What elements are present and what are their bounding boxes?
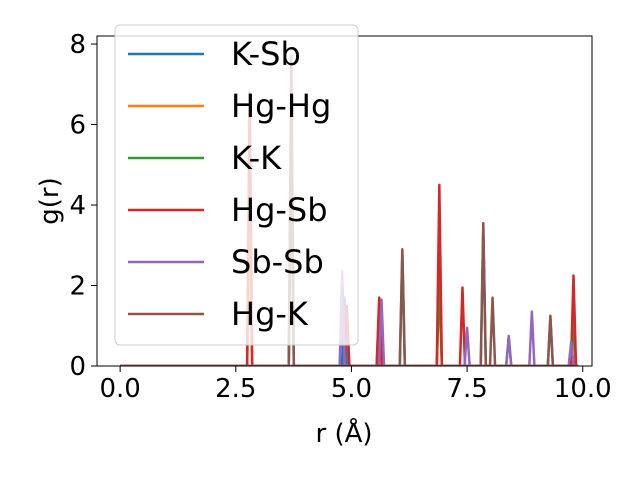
x-axis-label: r (Å) xyxy=(315,417,372,449)
x-tick-label: 5.0 xyxy=(331,374,372,404)
x-axis: 0.0 2.5 5.0 7.5 10.0 xyxy=(99,366,612,404)
legend-label: Sb-Sb xyxy=(231,243,324,281)
y-tick-label: 0 xyxy=(69,352,86,382)
y-axis-label: g(r) xyxy=(35,177,65,224)
legend-label: Hg-Sb xyxy=(231,191,328,229)
x-tick-label: 0.0 xyxy=(99,374,140,404)
legend: K-Sb Hg-Hg K-K Hg-Sb Sb-Sb Hg-K xyxy=(114,24,359,346)
y-tick-label: 4 xyxy=(69,191,86,221)
x-tick-label: 2.5 xyxy=(215,374,256,404)
legend-label: K-K xyxy=(231,139,282,177)
y-axis: 0 2 4 6 8 xyxy=(69,30,97,382)
x-tick-label: 10.0 xyxy=(554,374,612,404)
y-tick-label: 6 xyxy=(69,111,86,141)
legend-label: K-Sb xyxy=(231,35,301,73)
y-tick-label: 2 xyxy=(69,272,86,302)
x-tick-label: 7.5 xyxy=(446,374,487,404)
y-tick-label: 8 xyxy=(69,30,86,60)
legend-label: Hg-K xyxy=(231,295,309,333)
legend-label: Hg-Hg xyxy=(231,87,331,125)
